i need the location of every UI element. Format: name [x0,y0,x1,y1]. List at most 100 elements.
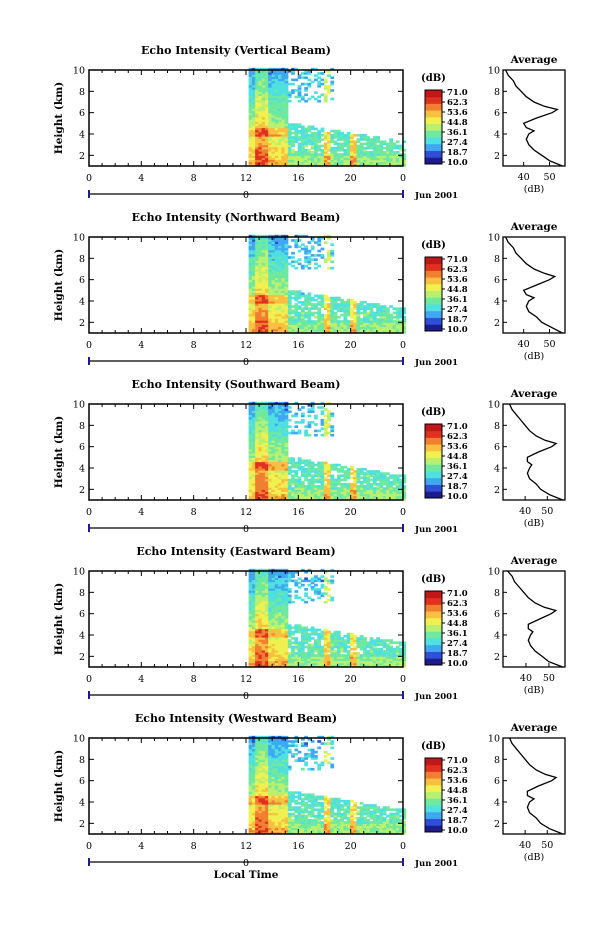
heatmap-cell [264,630,269,634]
heatmap-cell [297,305,302,308]
heatmap-cell [281,292,286,296]
heatmap-cell [274,594,279,598]
heatmap-cell [261,414,266,418]
heatmap-cell [327,491,331,495]
heatmap-cell [271,163,276,167]
heatmap-cell [291,579,295,583]
heatmap-cell [333,303,338,306]
colorbar-segment [425,457,442,465]
heatmap-cell [251,637,256,640]
heatmap-cell [281,632,286,636]
heatmap-cell [379,320,384,323]
heatmap-cell [271,598,276,602]
heatmap-cell [287,307,292,311]
heatmap-cell [314,127,318,131]
heatmap-cell [300,630,305,634]
heatmap-cell [258,429,263,433]
heatmap-cell [336,136,341,139]
heatmap-cell [300,491,305,495]
heatmap-cell [369,144,374,148]
heatmap-cell [320,637,325,640]
heatmap-cell [389,660,394,664]
heatmap-cell [271,429,276,433]
heatmap-cell [317,406,322,409]
heatmap-cell [304,311,308,315]
heatmap-cell [395,324,400,328]
heatmap-cell [359,639,364,642]
heatmap-cell [336,489,341,492]
heatmap-cell [251,459,256,463]
heatmap-cell [271,138,276,141]
heatmap-cell [251,577,256,581]
heatmap-cell [314,497,318,501]
profile-y-tick-label: 8 [494,254,500,265]
heatmap-cell [350,163,354,167]
heatmap-cell [389,313,394,317]
heatmap-cell [255,459,259,463]
heatmap-cell [274,493,279,497]
heatmap-cell [248,575,253,578]
heatmap-cell [327,84,331,88]
heatmap-cell [271,97,276,101]
heatmap-cell [271,157,276,161]
heatmap-cell [310,637,315,640]
heatmap-cell [287,256,292,259]
heatmap-cell [258,136,263,139]
heatmap-cell [278,575,282,578]
heatmap-cell [284,91,289,94]
heatmap-cell [356,153,361,156]
heatmap-cell [255,119,259,122]
heatmap-cell [261,290,266,293]
heatmap-cell [304,134,308,137]
heatmap-cell [304,495,308,499]
heatmap-cell [287,579,292,583]
heatmap-cell [281,573,286,576]
heatmap-cell [323,294,328,298]
heatmap-cell [333,637,338,640]
heatmap-cell [307,136,312,139]
heatmap-cell [255,474,259,478]
heatmap-cell [317,328,322,332]
heatmap-cell [258,76,263,80]
heatmap-cell [343,142,348,146]
heatmap-cell [258,153,263,156]
heatmap-cell [284,307,289,311]
heatmap-cell [268,262,273,266]
heatmap-cell [317,320,322,323]
heatmap-cell [274,628,279,632]
heatmap-cell [399,485,403,488]
heatmap-cell [291,324,295,328]
heatmap-cell [346,330,351,334]
heatmap-cell [251,84,256,88]
x-tick-label: 0 [86,340,92,351]
heatmap-cell [372,318,377,321]
heatmap-cell [294,497,299,501]
heatmap-cell [264,91,269,94]
heatmap-cell [333,148,338,152]
heatmap-cell [271,80,276,84]
heatmap-cell [278,249,282,253]
heatmap-cell [310,497,315,501]
heatmap-cell [255,258,259,261]
heatmap-cell [304,256,308,259]
heatmap-cell [359,303,364,306]
heatmap-cell [258,67,263,71]
heatmap-cell [284,146,289,150]
heatmap-cell [294,153,299,156]
heatmap-cell [255,577,259,581]
heatmap-cell [310,632,315,636]
heatmap-cell [264,144,269,148]
heatmap-cell [281,112,286,116]
heatmap-cell [346,301,351,304]
heatmap-cell [261,410,266,414]
colorbar-segment [425,270,442,278]
heatmap-cell [310,131,315,135]
heatmap-cell [264,258,269,261]
heatmap-cell [323,630,328,634]
heatmap-cell [281,134,286,137]
heatmap-cell [271,258,276,261]
heatmap-cell [271,442,276,446]
heatmap-cell [353,146,358,150]
heatmap-cell [248,630,253,634]
heatmap-cell [264,431,269,435]
